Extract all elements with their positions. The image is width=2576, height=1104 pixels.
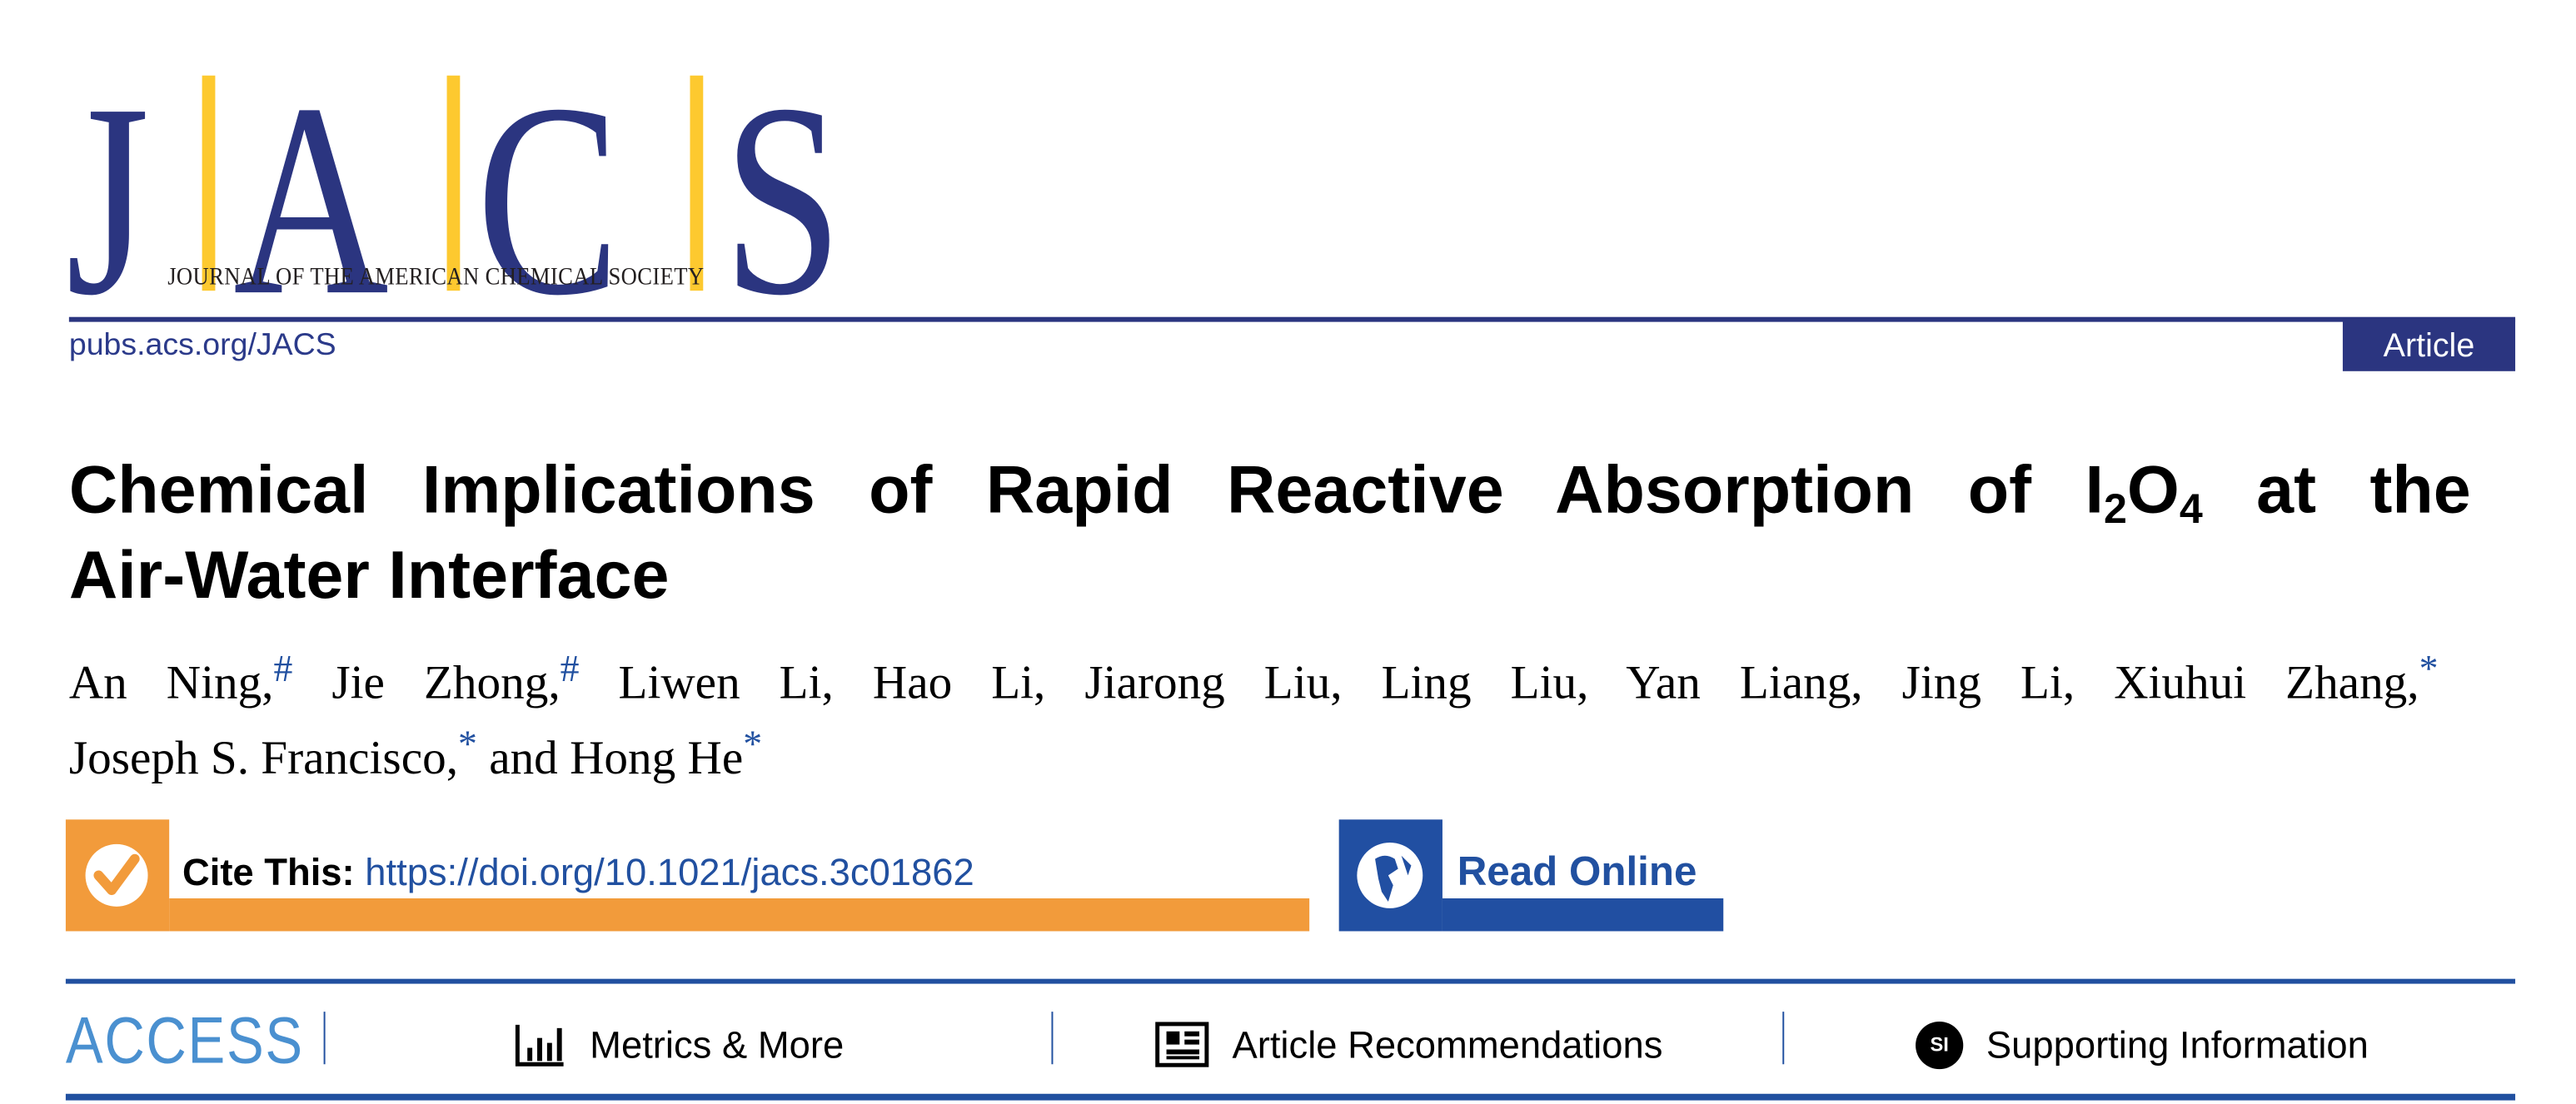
article-recommendations-button[interactable]: Article Recommendations [1155, 1022, 1663, 1067]
logo-letter-a: A [233, 47, 389, 354]
author-mark[interactable]: # [560, 648, 580, 691]
metrics-more-button[interactable]: Metrics & More [514, 1022, 844, 1067]
logo-letter-j: J [65, 47, 150, 354]
check-circle-icon [85, 843, 148, 907]
author-mark[interactable]: * [2419, 648, 2439, 691]
logo-letter-s: S [722, 47, 843, 354]
author-name: Jing Li, [1901, 657, 2075, 710]
article-type-badge: Article [2342, 318, 2516, 371]
journal-name: JOURNAL OF THE AMERICAN CHEMICAL SOCIETY [167, 264, 705, 291]
cite-this: Cite This: https://doi.org/10.1021/jacs.… [182, 851, 974, 895]
access-divider [323, 1012, 326, 1065]
read-online-link[interactable]: Read Online [1457, 848, 1697, 896]
author[interactable]: Jie Zhong,# [331, 650, 579, 710]
read-online-bar [1442, 898, 1724, 932]
author-mark[interactable]: * [458, 724, 477, 767]
title-subscript: 2 [2104, 486, 2127, 533]
logo-divider [446, 75, 461, 291]
header-divider [68, 316, 2516, 322]
author[interactable]: Liwen Li, [619, 657, 834, 709]
access-divider [1782, 1012, 1785, 1065]
author-name: Xiuhui Zhang, [2114, 657, 2419, 710]
logo-divider [202, 75, 216, 291]
metrics-more-label: Metrics & More [590, 1022, 845, 1066]
author-name: Jiarong Liu, [1084, 657, 1343, 710]
supporting-information-label: Supporting Information [1986, 1022, 2369, 1067]
author[interactable]: Jiarong Liu, [1084, 657, 1342, 709]
author-name: and Hong He [489, 732, 744, 785]
cite-label: Cite This: [182, 850, 355, 894]
author[interactable]: Yan Liang, [1626, 657, 1862, 709]
cite-icon-box[interactable] [65, 819, 170, 932]
author[interactable]: and Hong He* [489, 726, 762, 785]
logo-divider [690, 75, 704, 291]
access-bottom-divider [65, 1093, 2516, 1101]
author[interactable]: Jing Li, [1902, 657, 2075, 709]
author-name: Ling Liu, [1381, 657, 1589, 710]
author[interactable]: Xiuhui Zhang,* [2114, 650, 2438, 710]
author-list: An Ning,# Jie Zhong,# Liwen Li, Hao Li, … [68, 645, 2439, 796]
globe-icon [1357, 842, 1423, 908]
author-name: Hao Li, [872, 657, 1046, 710]
author-name: Joseph S. Francisco, [68, 732, 459, 785]
article-recommendations-label: Article Recommendations [1232, 1022, 1663, 1066]
access-top-divider [65, 978, 2516, 984]
access-label: ACCESS [65, 1005, 304, 1078]
article-title: Chemical Implications of Rapid Reactive … [69, 447, 2471, 618]
title-subscript: 4 [2179, 486, 2203, 533]
si-icon: SI [1916, 1021, 1964, 1070]
author-name: Liwen Li, [618, 657, 834, 710]
author[interactable]: Joseph S. Francisco,* [68, 726, 477, 785]
supporting-information-button[interactable]: SI Supporting Information [1916, 1021, 2369, 1070]
cite-bar [169, 898, 1310, 932]
author-mark[interactable]: * [743, 724, 763, 767]
author-name: An Ning, [68, 657, 274, 710]
author-mark[interactable]: # [273, 648, 293, 691]
title-text: at the [2202, 451, 2471, 528]
journal-site-link[interactable]: pubs.acs.org/JACS [68, 328, 336, 363]
bar-chart-icon [515, 1024, 564, 1067]
author[interactable]: Hao Li, [873, 657, 1045, 709]
author-name: Yan Liang, [1626, 657, 1863, 710]
title-text: Chemical Implications of Rapid Reactive … [68, 451, 2105, 528]
read-online-icon-box[interactable] [1338, 819, 1442, 932]
newspaper-icon [1155, 1022, 1209, 1067]
logo-letter-c: C [476, 47, 620, 354]
author[interactable]: Ling Liu, [1382, 657, 1589, 709]
author-name: Jie Zhong, [331, 657, 561, 710]
access-divider [1051, 1012, 1054, 1065]
title-text: O [2126, 451, 2180, 528]
doi-link[interactable]: https://doi.org/10.1021/jacs.3c01862 [365, 850, 974, 894]
author[interactable]: An Ning,# [68, 650, 293, 710]
title-text: Air-Water Interface [68, 537, 670, 613]
